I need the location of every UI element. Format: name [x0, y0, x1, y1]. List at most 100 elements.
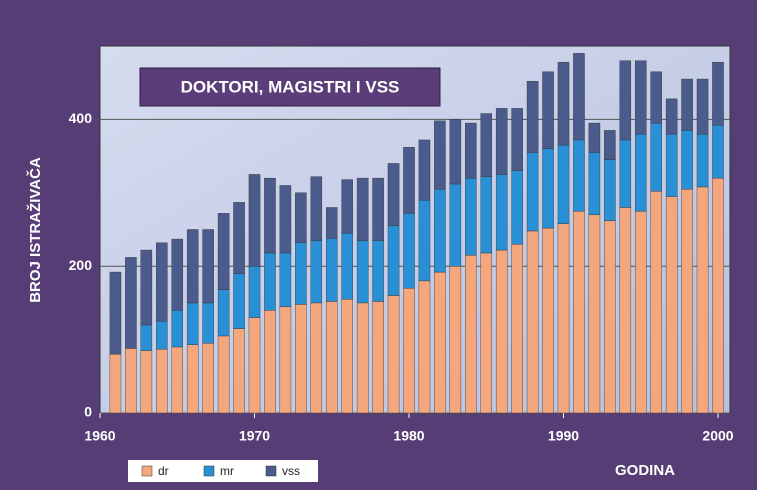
bar-segment [449, 119, 462, 185]
bar-segment [588, 122, 601, 153]
bar-segment [264, 177, 276, 254]
bar-segment [186, 344, 199, 414]
bar-segment [264, 252, 276, 311]
bar-segment [604, 220, 616, 414]
bar-segment [279, 252, 292, 307]
bar-segment [356, 177, 369, 241]
bar-segment [511, 243, 523, 414]
bar-segment [418, 139, 431, 201]
bar-segment [171, 346, 184, 414]
bar-segment [217, 289, 230, 337]
bar-segment [341, 299, 353, 414]
bar-segment [665, 133, 678, 197]
x-tick-label: 1990 [548, 428, 579, 444]
bar-segment [233, 202, 245, 274]
y-tick-label: 0 [84, 404, 92, 420]
bar-segment [403, 288, 415, 414]
bar-segment [310, 240, 323, 304]
bar-segment [650, 122, 662, 192]
bar-segment [665, 98, 678, 135]
bar-segment [156, 348, 168, 414]
bar-segment [511, 170, 523, 245]
x-tick-label: 1970 [239, 428, 270, 444]
bar-segment [295, 304, 307, 414]
x-axis-label: GODINA [615, 462, 675, 479]
bar-segment [634, 60, 647, 135]
bar-segment [418, 199, 431, 282]
bar-segment [619, 139, 632, 208]
bar-segment [665, 196, 678, 414]
bar-segment [279, 185, 292, 254]
bar-segment [465, 122, 477, 179]
x-tick-label: 1980 [393, 428, 424, 444]
bar-segment [650, 191, 662, 414]
bar-segment [248, 266, 261, 318]
bar-segment [712, 125, 724, 179]
legend-swatch [141, 465, 153, 477]
y-tick-label: 200 [69, 257, 93, 273]
bar-segment [696, 186, 709, 414]
bar-segment [495, 174, 508, 251]
bar-segment [171, 310, 184, 348]
bar-segment [557, 61, 570, 146]
bar-segment [619, 207, 632, 414]
bar-segment [588, 214, 601, 414]
legend-swatch [203, 465, 215, 477]
legend-swatch [265, 465, 277, 477]
bar-segment [696, 133, 709, 188]
legend-label: dr [158, 464, 169, 478]
bar-segment [372, 301, 384, 414]
bar-segment [712, 177, 724, 414]
bar-segment [372, 240, 384, 302]
bar-segment [372, 177, 384, 241]
bar-segment [526, 152, 539, 232]
bar-segment [202, 229, 214, 304]
bar-segment [325, 238, 338, 302]
bar-segment [325, 207, 338, 239]
bar-segment [418, 280, 431, 414]
bar-segment [264, 310, 276, 414]
bar-segment [125, 348, 137, 414]
bar-segment [681, 130, 693, 190]
bar-segment [588, 152, 601, 216]
bar-segment [465, 177, 477, 256]
bar-segment [387, 295, 400, 414]
bar-segment [109, 354, 122, 414]
bar-segment [140, 249, 153, 326]
bar-segment [557, 223, 570, 414]
title-box [139, 67, 441, 107]
bar-segment [279, 306, 292, 414]
chart-title: DOKTORI, MAGISTRI I VSS [181, 77, 400, 96]
bar-segment [403, 213, 415, 289]
bar-segment [650, 71, 662, 124]
bar-segment [356, 302, 369, 414]
bar-segment [480, 113, 493, 177]
bar-segment [449, 183, 462, 267]
bar-segment [495, 108, 508, 175]
bar-segment [434, 271, 446, 414]
bar-segment [171, 238, 184, 311]
bar-segment [325, 301, 338, 414]
y-axis-label: BROJ ISTRAŽIVAČA [26, 157, 44, 303]
bar-segment [140, 350, 153, 414]
bar-segment [202, 343, 214, 414]
bar-segment [387, 225, 400, 296]
bar-segment [712, 61, 724, 126]
bar-segment [480, 252, 493, 414]
y-tick-label: 400 [69, 110, 93, 126]
bar-segment [310, 302, 323, 414]
bar-segment [310, 176, 323, 241]
bar-segment [526, 81, 539, 153]
bar-segment [341, 232, 353, 300]
bar-segment [634, 210, 647, 414]
bar-segment [681, 78, 693, 131]
bar-segment [387, 163, 400, 227]
bar-segment [233, 328, 245, 414]
bar-segment [604, 130, 616, 160]
bar-segment [248, 174, 261, 267]
bar-segment [341, 179, 353, 234]
bar-segment [156, 242, 168, 322]
bar-segment [156, 321, 168, 350]
bar-segment [233, 273, 245, 329]
